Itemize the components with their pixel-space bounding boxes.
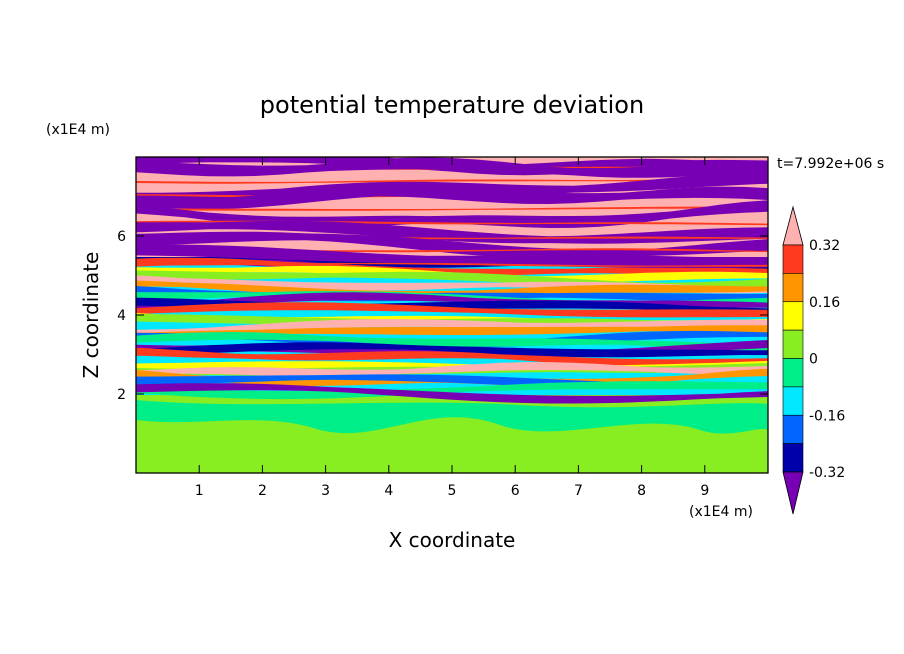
y-tick-label: 2 bbox=[117, 387, 126, 403]
x-tick-label: 3 bbox=[321, 483, 330, 499]
colorbar-box bbox=[782, 443, 804, 473]
field-band bbox=[136, 244, 768, 268]
field-band bbox=[136, 178, 768, 184]
y-unit-label: (x1E4 m) bbox=[46, 122, 110, 138]
x-tick-label: 5 bbox=[448, 483, 457, 499]
field-band bbox=[136, 157, 768, 178]
x-tick-label: 8 bbox=[637, 483, 646, 499]
field-band bbox=[136, 347, 768, 367]
colorbar-box bbox=[782, 244, 804, 274]
field-band bbox=[136, 172, 768, 205]
field-band bbox=[136, 302, 768, 318]
field-band bbox=[136, 383, 768, 404]
field-band bbox=[136, 248, 768, 254]
y-tick-label: 6 bbox=[117, 229, 126, 245]
y-tick-label: 4 bbox=[117, 308, 126, 324]
colorbar-tick-label: 0.16 bbox=[809, 295, 840, 311]
plot-area bbox=[136, 157, 768, 473]
colorbar: 0.32 0.16 0 -0.16 -0.32 bbox=[782, 205, 845, 515]
field-band bbox=[136, 319, 768, 337]
field-layers bbox=[136, 157, 768, 473]
x-tick-label: 1 bbox=[195, 483, 204, 499]
colorbar-box bbox=[782, 358, 804, 388]
x-axis-label: X coordinate bbox=[389, 528, 516, 552]
chart-title: potential temperature deviation bbox=[260, 91, 644, 119]
colorbar-bottom-triangle bbox=[782, 471, 804, 515]
field-band bbox=[136, 381, 768, 400]
colorbar-tick-label: 0.32 bbox=[809, 238, 840, 254]
colorbar-box bbox=[782, 414, 804, 444]
field-band bbox=[136, 206, 768, 211]
field-band bbox=[136, 332, 768, 354]
x-tick-label: 2 bbox=[258, 483, 267, 499]
colorbar-top-triangle bbox=[782, 205, 804, 246]
field-band bbox=[136, 186, 768, 210]
field-band bbox=[136, 325, 768, 341]
x-unit-label: (x1E4 m) bbox=[689, 504, 753, 520]
field-band bbox=[136, 297, 768, 315]
colorbar-box bbox=[782, 386, 804, 416]
field-band bbox=[136, 342, 768, 358]
field-lower-patch bbox=[136, 417, 768, 473]
colorbar-box bbox=[782, 301, 804, 331]
colorbar-box bbox=[782, 329, 804, 359]
field-band bbox=[136, 257, 768, 277]
x-tick-label: 6 bbox=[511, 483, 520, 499]
y-axis: 2 4 6 bbox=[117, 229, 768, 403]
x-tick-label: 7 bbox=[574, 483, 583, 499]
y-axis-label: Z coordinate bbox=[79, 252, 103, 379]
colorbar-tick-label: 0 bbox=[809, 352, 818, 368]
colorbar-box bbox=[782, 273, 804, 303]
colorbar-tick-label: -0.16 bbox=[809, 408, 845, 424]
field-band bbox=[136, 362, 768, 377]
x-axis: 1 2 3 4 5 6 7 8 9 bbox=[195, 157, 709, 499]
time-label: t=7.992e+06 s bbox=[777, 156, 884, 172]
field-band bbox=[136, 231, 768, 260]
x-tick-label: 4 bbox=[384, 483, 393, 499]
colorbar-tick-label: -0.32 bbox=[809, 465, 845, 481]
x-tick-label: 9 bbox=[700, 483, 709, 499]
field-band bbox=[136, 262, 768, 267]
